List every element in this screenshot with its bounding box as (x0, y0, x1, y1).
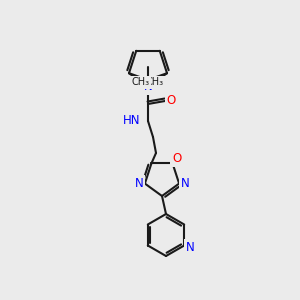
Text: N: N (134, 177, 143, 190)
Text: N: N (144, 80, 152, 94)
Text: CH₃: CH₃ (146, 77, 164, 87)
Text: O: O (167, 94, 176, 106)
Text: O: O (172, 152, 181, 165)
Text: N: N (186, 241, 195, 254)
Text: N: N (181, 177, 190, 190)
Text: HN: HN (123, 115, 141, 128)
Text: CH₃: CH₃ (132, 77, 150, 87)
